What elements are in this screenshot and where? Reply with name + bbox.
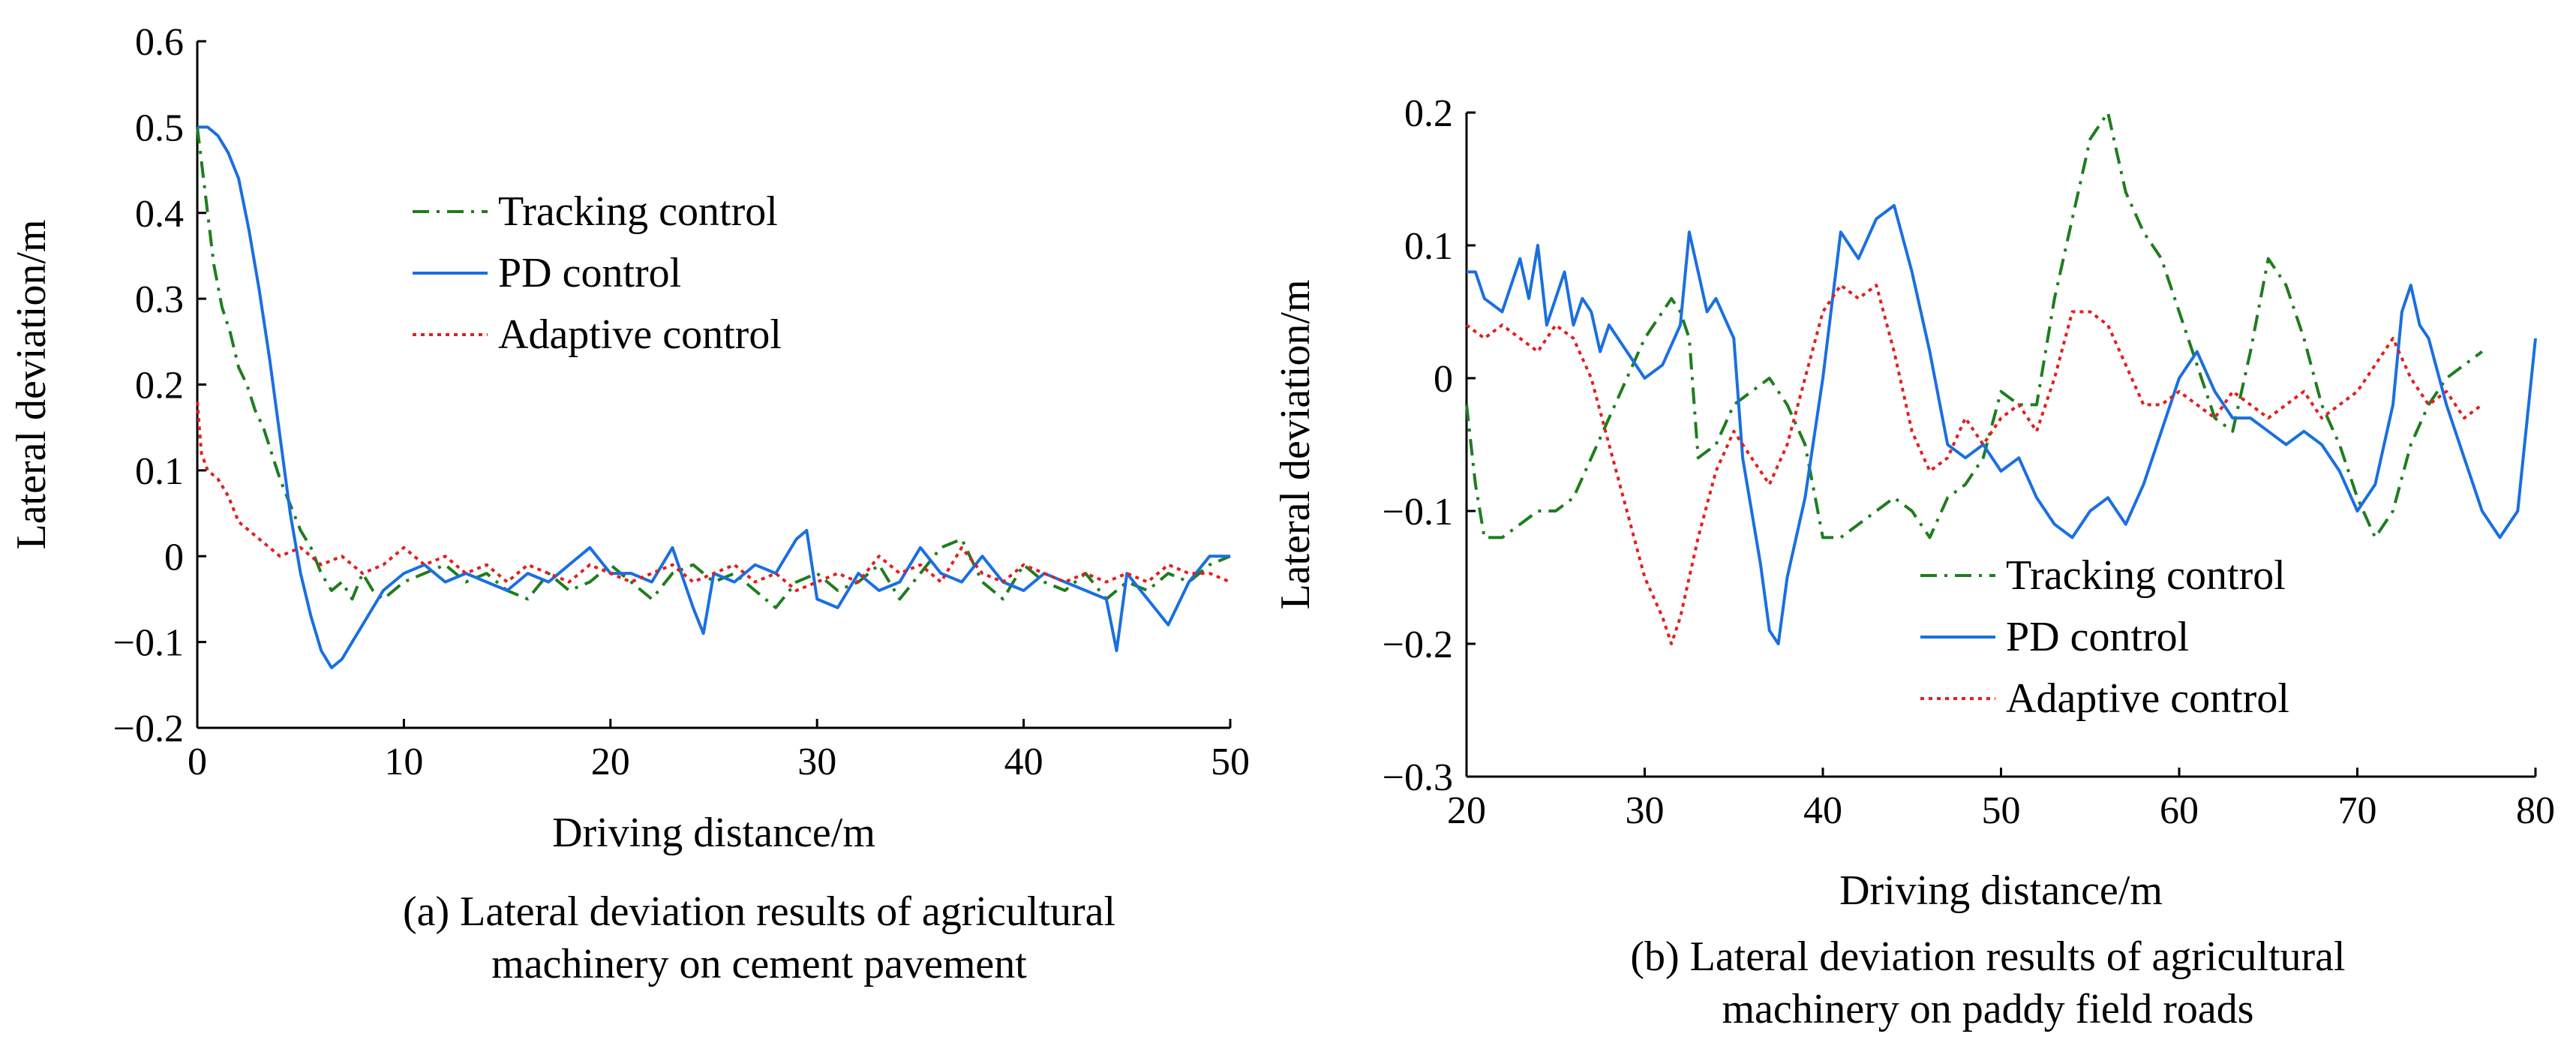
y-tick-label: 0 (164, 536, 184, 579)
x-axis-label: Driving distance/m (1839, 867, 2163, 914)
caption-a-line-2: machinery on cement pavement (491, 941, 1027, 987)
x-tick-label: 0 (188, 741, 207, 783)
caption-b-line-1: (b) Lateral deviation results of agricul… (1630, 933, 2346, 980)
x-tick-label: 30 (797, 741, 836, 783)
y-tick-label: 0.2 (135, 365, 184, 407)
legend-label: Adaptive control (2006, 675, 2289, 722)
y-tick-label: 0.4 (135, 193, 184, 236)
y-tick-label: −0.1 (1383, 491, 1453, 534)
caption-a: (a) Lateral deviation results of agricul… (403, 885, 1115, 990)
series-line-pd-control (197, 125, 1230, 669)
x-axis-label: Driving distance/m (552, 810, 875, 856)
y-tick-label: 0.3 (135, 278, 184, 321)
y-tick-label: 0.5 (135, 107, 184, 149)
chart-a: −0.2 −0.1 0 0.1 0.2 0.3 0.4 0.5 0.6 0 10 20 30 40 50 Dr… (8, 21, 1250, 856)
x-tick-label: 20 (1447, 789, 1486, 832)
chart-b: −0.3 −0.2 −0.1 0 0.1 0.2 20 30 40 50 60 70 80 Driving… (1272, 92, 2555, 914)
x-tick-label: 70 (2338, 789, 2377, 832)
x-tick-label: 20 (591, 741, 630, 783)
y-tick-label: 0.6 (135, 21, 184, 64)
y-tick-label: 0 (1434, 358, 1453, 401)
x-tick-label: 40 (1803, 789, 1842, 832)
x-tick-label: 40 (1004, 741, 1043, 783)
y-tick-label: −0.1 (113, 622, 184, 665)
series-line-tracking-control (196, 127, 1231, 609)
legend-label: Tracking control (498, 188, 778, 235)
x-tick-label: 60 (2160, 789, 2199, 832)
legend: Tracking control PD control Adaptive contr… (1920, 552, 2289, 722)
caption-a-line-1: (a) Lateral deviation results of agricul… (402, 888, 1116, 935)
legend-label: PD control (2006, 614, 2189, 660)
series-line-tracking-control (1465, 111, 2483, 540)
y-tick-label: 0.2 (1404, 92, 1453, 135)
x-tick-label: 80 (2516, 789, 2555, 832)
y-tick-label: 0.1 (135, 450, 184, 493)
x-tick-label: 10 (384, 741, 423, 783)
series-line-adaptive-control (196, 401, 1231, 592)
x-tick-label: 30 (1626, 789, 1665, 832)
y-tick-label: 0.1 (1404, 225, 1453, 268)
caption-b-line-2: machinery on paddy field roads (1722, 986, 2254, 1032)
y-axis-label: Lateral deviation/m (1272, 279, 1319, 609)
y-tick-label: −0.3 (1383, 756, 1453, 799)
y-tick-label: −0.2 (113, 708, 184, 750)
legend-label: Adaptive control (498, 311, 782, 358)
y-axis-label: Lateral deviation/m (8, 219, 55, 549)
x-tick-label: 50 (1982, 789, 2021, 832)
legend-label: PD control (498, 250, 681, 296)
y-tick-label: −0.2 (1383, 624, 1453, 666)
legend: Tracking control PD control Adaptive contr… (413, 188, 782, 358)
x-tick-label: 50 (1211, 741, 1250, 783)
caption-b: (b) Lateral deviation results of agricul… (1630, 930, 2345, 1035)
legend-label: Tracking control (2006, 552, 2286, 599)
series-line-pd-control (1467, 203, 2537, 645)
